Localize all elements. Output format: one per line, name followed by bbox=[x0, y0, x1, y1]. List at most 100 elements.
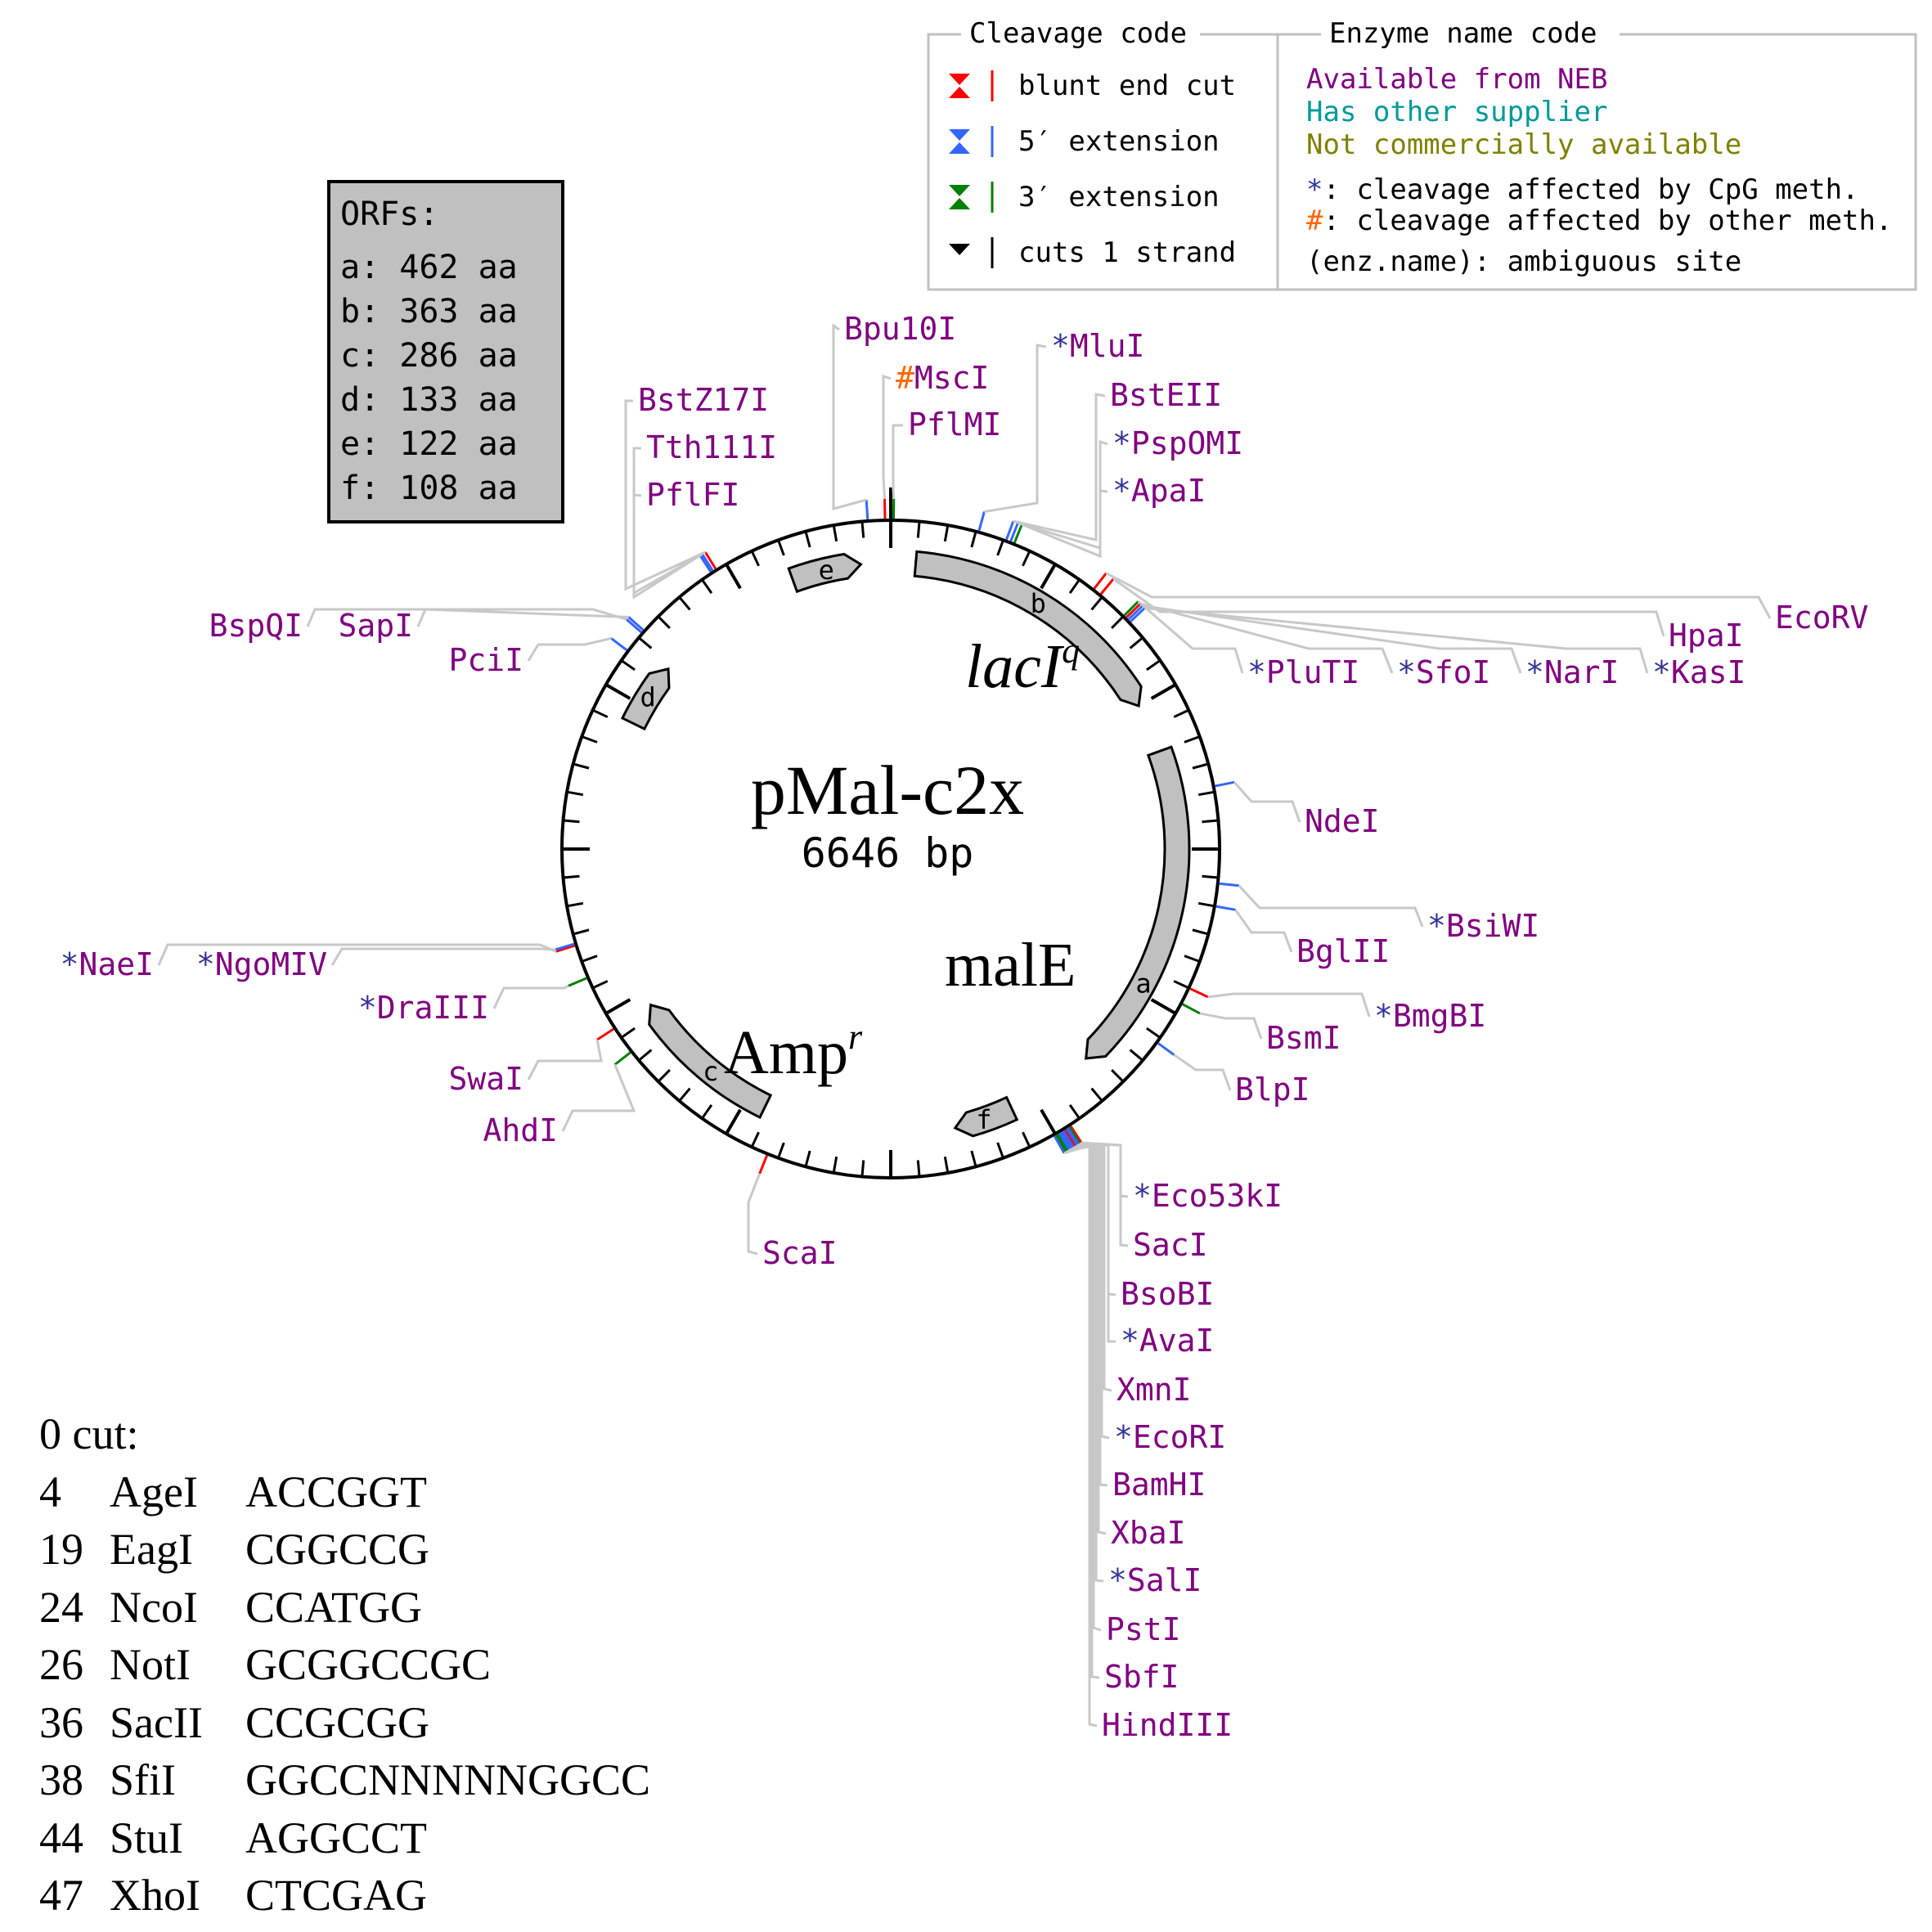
zero-cut-row: 44 StuI AGGCCT bbox=[39, 1809, 650, 1867]
zero-cut-row: 47 XhoI CTCGAG bbox=[39, 1867, 650, 1925]
cleavage-bottom-marker bbox=[949, 142, 970, 154]
cut-mark bbox=[1123, 600, 1139, 617]
cut-mark bbox=[1219, 882, 1239, 887]
malE-label: malE bbox=[945, 931, 1076, 1000]
cleavage-label: cuts 1 strand bbox=[1018, 236, 1236, 269]
ampr-label: Ampr bbox=[724, 1017, 863, 1087]
cut-mark bbox=[1182, 1003, 1201, 1015]
enzyme-label: EcoRV bbox=[1775, 600, 1868, 636]
enzyme-label: *PluTI bbox=[1247, 654, 1359, 690]
orf-box-frame bbox=[327, 180, 564, 523]
enzyme-label: XmnI bbox=[1117, 1372, 1192, 1408]
enzyme-leader-line bbox=[1142, 604, 1522, 674]
scale-tick bbox=[678, 1087, 691, 1102]
orf-arc-label: f bbox=[976, 1104, 991, 1135]
enzyme-label: AhdI bbox=[483, 1112, 558, 1148]
scale-tick bbox=[701, 578, 713, 594]
enzyme-leader-line bbox=[1063, 1143, 1098, 1728]
cut-mark bbox=[1215, 905, 1236, 911]
enzyme-label: XbaI bbox=[1111, 1515, 1186, 1551]
orf-arcs: a b c d e f bbox=[620, 550, 1191, 1138]
cut-mark bbox=[610, 637, 628, 652]
enzyme-label: BstZ17I bbox=[638, 382, 769, 418]
cleavage-code-rows: blunt end cut 5′ extension 3′ extension cut… bbox=[949, 70, 1236, 269]
zero-cut-site: CCATGG bbox=[245, 1582, 423, 1632]
cut-mark bbox=[555, 942, 575, 951]
cut-mark bbox=[758, 1155, 769, 1175]
zero-cut-position: 26 bbox=[39, 1640, 83, 1689]
scale-tick bbox=[1150, 683, 1177, 700]
zero-cut-row: 38 SfiI GGCCNNNNNGGCC bbox=[39, 1751, 650, 1809]
scale-tick bbox=[970, 1150, 977, 1167]
cut-mark bbox=[1130, 607, 1146, 622]
enzyme-label: HindIII bbox=[1102, 1707, 1233, 1743]
cut-mark bbox=[613, 1051, 631, 1066]
zero-cut-list: 0 cut: 4 AgeI ACCGGT 19 EagI CGGCCG 24 NcoI CCAT… bbox=[39, 1405, 650, 1925]
scale-tick bbox=[678, 596, 691, 611]
cut-mark bbox=[1157, 1042, 1175, 1056]
enzyme-leader-line bbox=[882, 374, 892, 500]
cut-mark bbox=[1060, 1130, 1073, 1149]
plasmid-size: 6646 bp bbox=[802, 829, 974, 877]
zero-cut-site: GCGGCCGC bbox=[245, 1640, 492, 1689]
enzyme-labels: Bpu10I #MscI PflMI *MluI BstEII *PspOMI *ApaI E… bbox=[61, 311, 1869, 1743]
scale-tick bbox=[750, 1131, 760, 1148]
enzyme-label: *BmgBI bbox=[1374, 998, 1486, 1034]
scale-tick bbox=[620, 659, 636, 672]
enzyme-label: Bpu10I bbox=[844, 311, 956, 347]
enzyme-label: *NarI bbox=[1525, 654, 1619, 690]
scale-tick bbox=[996, 1142, 1004, 1159]
enzyme-label: *MluI bbox=[1051, 328, 1144, 364]
scale-tick bbox=[1197, 790, 1215, 797]
enzyme-label: *ApaI bbox=[1112, 473, 1206, 509]
orf-box-item: d: 133 aa bbox=[340, 381, 518, 419]
scale-tick bbox=[832, 1156, 838, 1174]
enzyme-leader-line bbox=[1112, 577, 1665, 637]
cut-mark bbox=[1063, 1129, 1076, 1148]
zero-cut-position: 36 bbox=[39, 1697, 83, 1747]
scale-tick bbox=[1040, 563, 1057, 590]
scale-tick bbox=[970, 531, 977, 548]
cut-mark bbox=[1093, 572, 1108, 590]
cleavage-top-marker bbox=[949, 185, 970, 196]
enzyme-label: HpaI bbox=[1669, 618, 1744, 654]
enzyme-label: *DraIII bbox=[358, 990, 489, 1026]
enzyme-label: *PspOMI bbox=[1112, 425, 1243, 461]
orf-box-title: ORFs: bbox=[340, 195, 438, 233]
scale-tick bbox=[1150, 998, 1177, 1015]
enzyme-code-label: Has other supplier bbox=[1306, 96, 1607, 128]
scale-tick bbox=[1129, 636, 1143, 649]
zero-cut-row: 26 NotI GCGGCCGC bbox=[39, 1636, 650, 1694]
cut-mark bbox=[1056, 1134, 1069, 1152]
enzyme-label: *NaeI bbox=[61, 946, 154, 982]
cut-mark bbox=[1005, 520, 1015, 541]
scale-tick bbox=[943, 1156, 950, 1174]
cut-mark bbox=[1067, 1126, 1081, 1144]
scale-tick bbox=[1090, 596, 1103, 611]
cut-mark bbox=[1053, 1135, 1066, 1154]
cleavage-bottom-marker bbox=[949, 198, 970, 209]
scale-tick bbox=[1202, 819, 1219, 824]
scale-ticks bbox=[562, 487, 1220, 1178]
enzyme-leader-line bbox=[984, 344, 1047, 514]
enzyme-leader-line bbox=[1144, 606, 1649, 674]
enzyme-label: BsoBI bbox=[1121, 1276, 1214, 1312]
scale-tick bbox=[1146, 659, 1161, 672]
scale-tick bbox=[860, 1160, 865, 1177]
cut-mark bbox=[1126, 602, 1142, 618]
scale-tick bbox=[943, 524, 950, 542]
orf-arc-label: d bbox=[640, 682, 656, 713]
scale-tick bbox=[638, 1049, 653, 1062]
scale-tick bbox=[750, 550, 760, 567]
enzyme-leader-line bbox=[624, 399, 706, 591]
zero-cut-site: CGGCCG bbox=[245, 1525, 430, 1574]
enzyme-label: #MscI bbox=[896, 360, 989, 396]
scale-tick bbox=[1146, 1027, 1161, 1039]
scale-tick bbox=[1090, 1087, 1103, 1102]
zero-cut-enzyme: StuI bbox=[110, 1813, 184, 1862]
zero-cut-enzyme: SfiI bbox=[110, 1755, 176, 1804]
scale-tick bbox=[832, 524, 838, 542]
enzyme-leader-line bbox=[632, 447, 703, 595]
zero-cut-enzyme: AgeI bbox=[110, 1467, 198, 1516]
enzyme-label: *SfoI bbox=[1397, 654, 1490, 690]
